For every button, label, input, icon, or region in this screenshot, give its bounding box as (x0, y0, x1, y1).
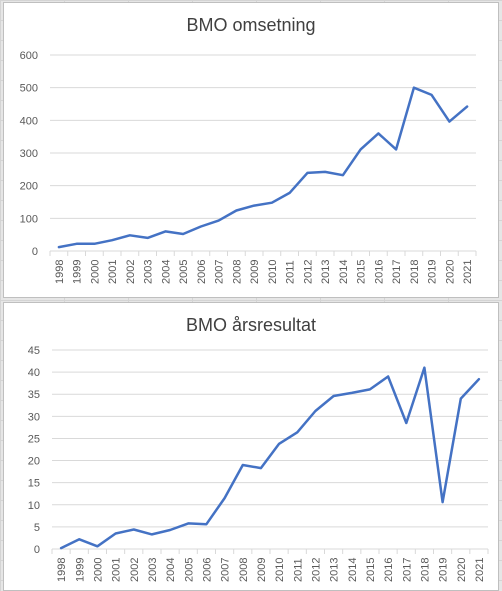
y-tick-label: 45 (28, 345, 40, 357)
x-tick-label: 2003 (147, 558, 159, 582)
x-tick-label: 2006 (196, 260, 208, 284)
x-tick-label: 2003 (143, 260, 155, 284)
x-tick-label: 1998 (56, 558, 68, 582)
x-tick-label: 2020 (456, 558, 468, 582)
x-tick-label: 2011 (285, 260, 297, 284)
x-tick-label: 2007 (220, 558, 232, 582)
x-tick-label: 2000 (89, 260, 101, 284)
x-tick-label: 2009 (249, 260, 261, 284)
x-tick-label: 2017 (401, 558, 413, 582)
y-tick-label: 0 (34, 544, 40, 556)
x-tick-label: 2010 (267, 260, 279, 284)
x-tick-label: 2021 (462, 260, 474, 284)
x-tick-label: 2014 (347, 558, 359, 582)
x-tick-label: 2016 (373, 260, 385, 284)
x-tick-label: 2009 (256, 558, 268, 582)
x-tick-label: 2002 (125, 260, 137, 284)
y-tick-label: 15 (28, 478, 40, 490)
x-tick-label: 2012 (302, 260, 314, 284)
x-tick-label: 2006 (201, 558, 213, 582)
x-tick-label: 2004 (165, 558, 177, 582)
x-tick-label: 2013 (329, 558, 341, 582)
chart-title: BMO omsetning (186, 15, 316, 35)
x-tick-label: 2012 (310, 558, 322, 582)
x-tick-label: 2019 (427, 260, 439, 284)
x-tick-label: 2010 (274, 558, 286, 582)
series-line (57, 86, 469, 249)
series-line (59, 366, 481, 550)
x-tick-label: 2015 (356, 260, 368, 284)
x-tick-label: 2013 (320, 260, 332, 284)
x-tick-label: 2005 (183, 558, 195, 582)
x-tick-label: 2005 (178, 260, 190, 284)
x-tick-label: 2019 (438, 558, 450, 582)
y-tick-label: 30 (28, 411, 40, 423)
y-tick-label: 35 (28, 389, 40, 401)
y-tick-label: 300 (20, 148, 38, 160)
x-tick-label: 2011 (292, 558, 304, 582)
x-tick-label: 2020 (444, 260, 456, 284)
x-tick-label: 2001 (107, 260, 119, 284)
omsetning-chart: 0 100 200 300 400 500 600 1998 1999 2000 2001 2002 2… (20, 50, 477, 284)
y-tick-label: 200 (20, 181, 38, 193)
x-tick-label: 2001 (111, 558, 123, 582)
y-tick-label: 0 (32, 246, 38, 258)
y-tick-label: 25 (28, 433, 40, 445)
x-tick-label: 2018 (419, 558, 431, 582)
y-tick-label: 500 (20, 83, 38, 95)
y-tick-label: 600 (20, 50, 38, 62)
x-tick-label: 2017 (391, 260, 403, 284)
x-tick-label: 2002 (129, 558, 141, 582)
x-tick-label: 1999 (72, 260, 84, 284)
y-tick-label: 40 (28, 367, 40, 379)
x-tick-label: 2007 (214, 260, 226, 284)
y-tick-label: 5 (34, 522, 40, 534)
x-tick-label: 2015 (365, 558, 377, 582)
arsresultat-chart: 0 5 10 15 20 25 30 35 40 45 1998 1999 2000 2001 2002 20… (28, 345, 489, 582)
chart-panel-omsetning[interactable]: BMO omsetning 0 100 200 300 400 500 600 1998 199… (3, 2, 499, 298)
y-tick-label: 400 (20, 115, 38, 127)
x-tick-label: 2014 (338, 260, 350, 284)
x-tick-label: 2000 (92, 558, 104, 582)
y-tick-label: 100 (20, 213, 38, 225)
x-tick-label: 2004 (160, 260, 172, 284)
x-tick-label: 2021 (474, 558, 486, 582)
x-tick-label: 2016 (383, 558, 395, 582)
x-tick-label: 2018 (409, 260, 421, 284)
x-tick-label: 1998 (54, 260, 66, 284)
y-tick-label: 10 (28, 500, 40, 512)
x-tick-label: 1999 (74, 558, 86, 582)
chart-panel-arsresultat[interactable]: BMO årsresultat 0 5 10 15 20 25 30 35 40 45 1998 19… (3, 302, 499, 591)
y-tick-label: 20 (28, 456, 40, 468)
chart-title: BMO årsresultat (185, 315, 317, 335)
x-tick-label: 2008 (231, 260, 243, 284)
x-tick-label: 2008 (238, 558, 250, 582)
